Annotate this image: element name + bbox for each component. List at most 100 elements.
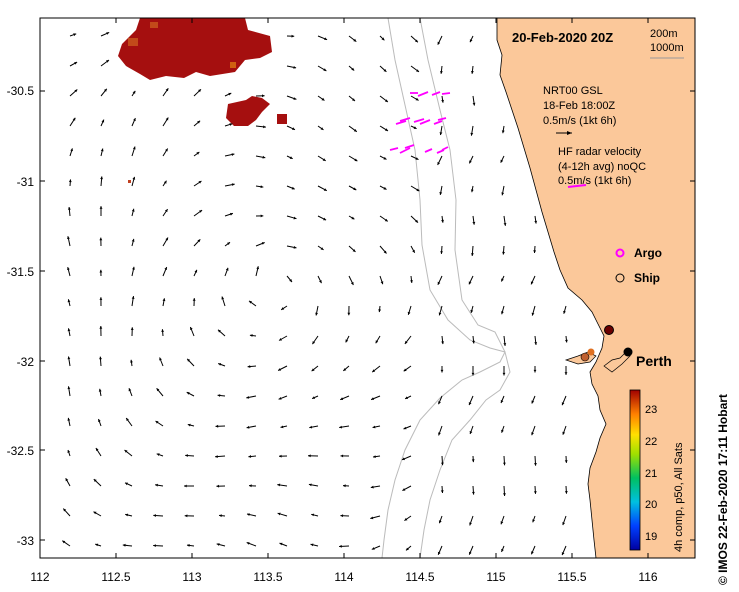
velocity-arrowhead xyxy=(563,310,566,314)
velocity-arrowhead xyxy=(187,423,191,427)
velocity-arrowhead xyxy=(534,463,537,466)
velocity-arrowhead xyxy=(165,148,168,152)
velocity-arrowhead xyxy=(500,521,504,525)
velocity-arrowhead xyxy=(469,431,473,434)
velocity-arrowhead xyxy=(165,88,169,92)
velocity-arrowhead xyxy=(190,327,193,330)
velocity-arrowhead xyxy=(289,156,293,159)
velocity-arrowhead xyxy=(248,455,252,458)
velocity-arrowhead xyxy=(72,117,76,121)
velocity-arrowhead xyxy=(227,242,230,245)
velocity-arrowhead xyxy=(351,67,355,71)
velocity-arrowhead xyxy=(293,97,297,100)
velocity-arrowhead xyxy=(340,397,344,400)
x-tick-label: 116 xyxy=(638,570,657,584)
x-tick-label: 115.5 xyxy=(557,570,586,584)
velocity-arrowhead xyxy=(231,153,235,156)
velocity-arrowhead xyxy=(383,250,387,254)
velocity-arrowhead xyxy=(404,340,408,344)
velocity-arrowhead xyxy=(231,183,235,186)
velocity-arrowhead xyxy=(439,192,443,195)
velocity-arrowhead xyxy=(415,97,419,101)
x-tick-label: 113 xyxy=(182,570,201,584)
velocity-arrowhead xyxy=(291,186,295,190)
velocity-arrowhead xyxy=(278,397,282,400)
velocity-arrowhead xyxy=(403,368,407,372)
velocity-arrowhead xyxy=(262,94,265,98)
velocity-arrowhead xyxy=(199,210,203,213)
velocity-arrowhead xyxy=(132,176,136,180)
velocity-arrowhead xyxy=(502,251,505,255)
velocity-arrowhead xyxy=(74,62,78,65)
velocity-arrowhead xyxy=(416,188,420,192)
velocity-arrowhead xyxy=(343,484,346,488)
velocity-arrowhead xyxy=(501,311,504,315)
velocity-arrowhead xyxy=(472,340,475,344)
velocity-arrowhead xyxy=(468,402,472,406)
velocity-arrowhead xyxy=(260,214,264,218)
velocity-arrowhead xyxy=(164,267,167,270)
velocity-arrowhead xyxy=(216,484,220,488)
velocity-arrowhead xyxy=(122,543,126,547)
colorbar xyxy=(629,389,641,551)
velocity-arrowhead xyxy=(124,450,128,453)
velocity-arrowhead xyxy=(321,97,325,101)
velocity-arrowhead xyxy=(469,522,472,526)
velocity-arrowhead xyxy=(353,38,357,42)
gsl-legend-scale: 0.5m/s (1kt 6h) xyxy=(543,115,616,127)
velocity-arrowhead xyxy=(438,520,442,524)
velocity-arrowhead xyxy=(95,448,99,451)
velocity-arrowhead xyxy=(67,207,71,210)
velocity-arrowhead xyxy=(503,223,507,226)
velocity-arrowhead xyxy=(470,132,474,136)
velocity-arrowhead xyxy=(441,462,444,466)
velocity-arrowhead xyxy=(131,238,135,242)
velocity-arrowhead xyxy=(531,400,535,404)
velocity-arrowhead xyxy=(309,425,313,429)
velocity-arrowhead xyxy=(67,386,71,390)
velocity-arrowhead xyxy=(561,402,565,406)
velocity-arrowhead xyxy=(438,432,441,436)
y-tick-label: -33 xyxy=(17,534,35,548)
velocity-arrowhead xyxy=(99,269,103,273)
x-tick-label: 113.5 xyxy=(253,570,282,584)
velocity-arrowhead xyxy=(100,148,104,152)
velocity-arrowhead xyxy=(340,454,344,458)
velocity-arrowhead xyxy=(323,68,327,71)
velocity-arrowhead xyxy=(441,341,444,345)
velocity-arrowhead xyxy=(533,250,537,253)
velocity-arrowhead xyxy=(126,418,129,421)
velocity-arrowhead xyxy=(261,242,265,245)
velocity-arrowhead xyxy=(402,457,405,461)
velocity-arrowhead xyxy=(277,483,281,487)
velocity-arrowhead xyxy=(194,269,198,273)
velocity-arrowhead xyxy=(354,158,358,162)
velocity-arrowhead xyxy=(339,544,342,548)
contour-1000m xyxy=(381,18,506,558)
velocity-arrowhead xyxy=(501,130,505,134)
x-tick-label: 114.5 xyxy=(405,570,434,584)
gsl-legend-arrowhead xyxy=(567,131,572,135)
velocity-arrowhead xyxy=(100,176,103,180)
velocity-arrowhead xyxy=(67,267,70,270)
velocity-arrowhead xyxy=(561,552,565,556)
velocity-arrowhead xyxy=(404,517,408,521)
velocity-arrowhead xyxy=(128,388,132,392)
velocity-arrowhead xyxy=(352,249,356,252)
velocity-arrowhead xyxy=(534,220,538,224)
velocity-arrowhead xyxy=(186,392,190,395)
velocity-arrowhead xyxy=(353,187,357,190)
velocity-arrowhead xyxy=(385,128,388,131)
credit-text: © IMOS 22-Feb-2020 17:11 Hobart xyxy=(716,394,730,585)
velocity-arrowhead xyxy=(372,369,376,373)
colorbar-tick-label: 22 xyxy=(645,436,657,448)
velocity-arrowhead xyxy=(352,98,355,101)
velocity-arrowhead xyxy=(106,32,110,35)
velocity-arrowhead xyxy=(70,148,73,152)
map-title: 20-Feb-2020 20Z xyxy=(512,30,613,45)
velocity-arrowhead xyxy=(339,425,342,429)
velocity-arrowhead xyxy=(289,279,292,282)
velocity-arrowhead xyxy=(373,455,376,458)
velocity-arrowhead xyxy=(470,189,474,193)
